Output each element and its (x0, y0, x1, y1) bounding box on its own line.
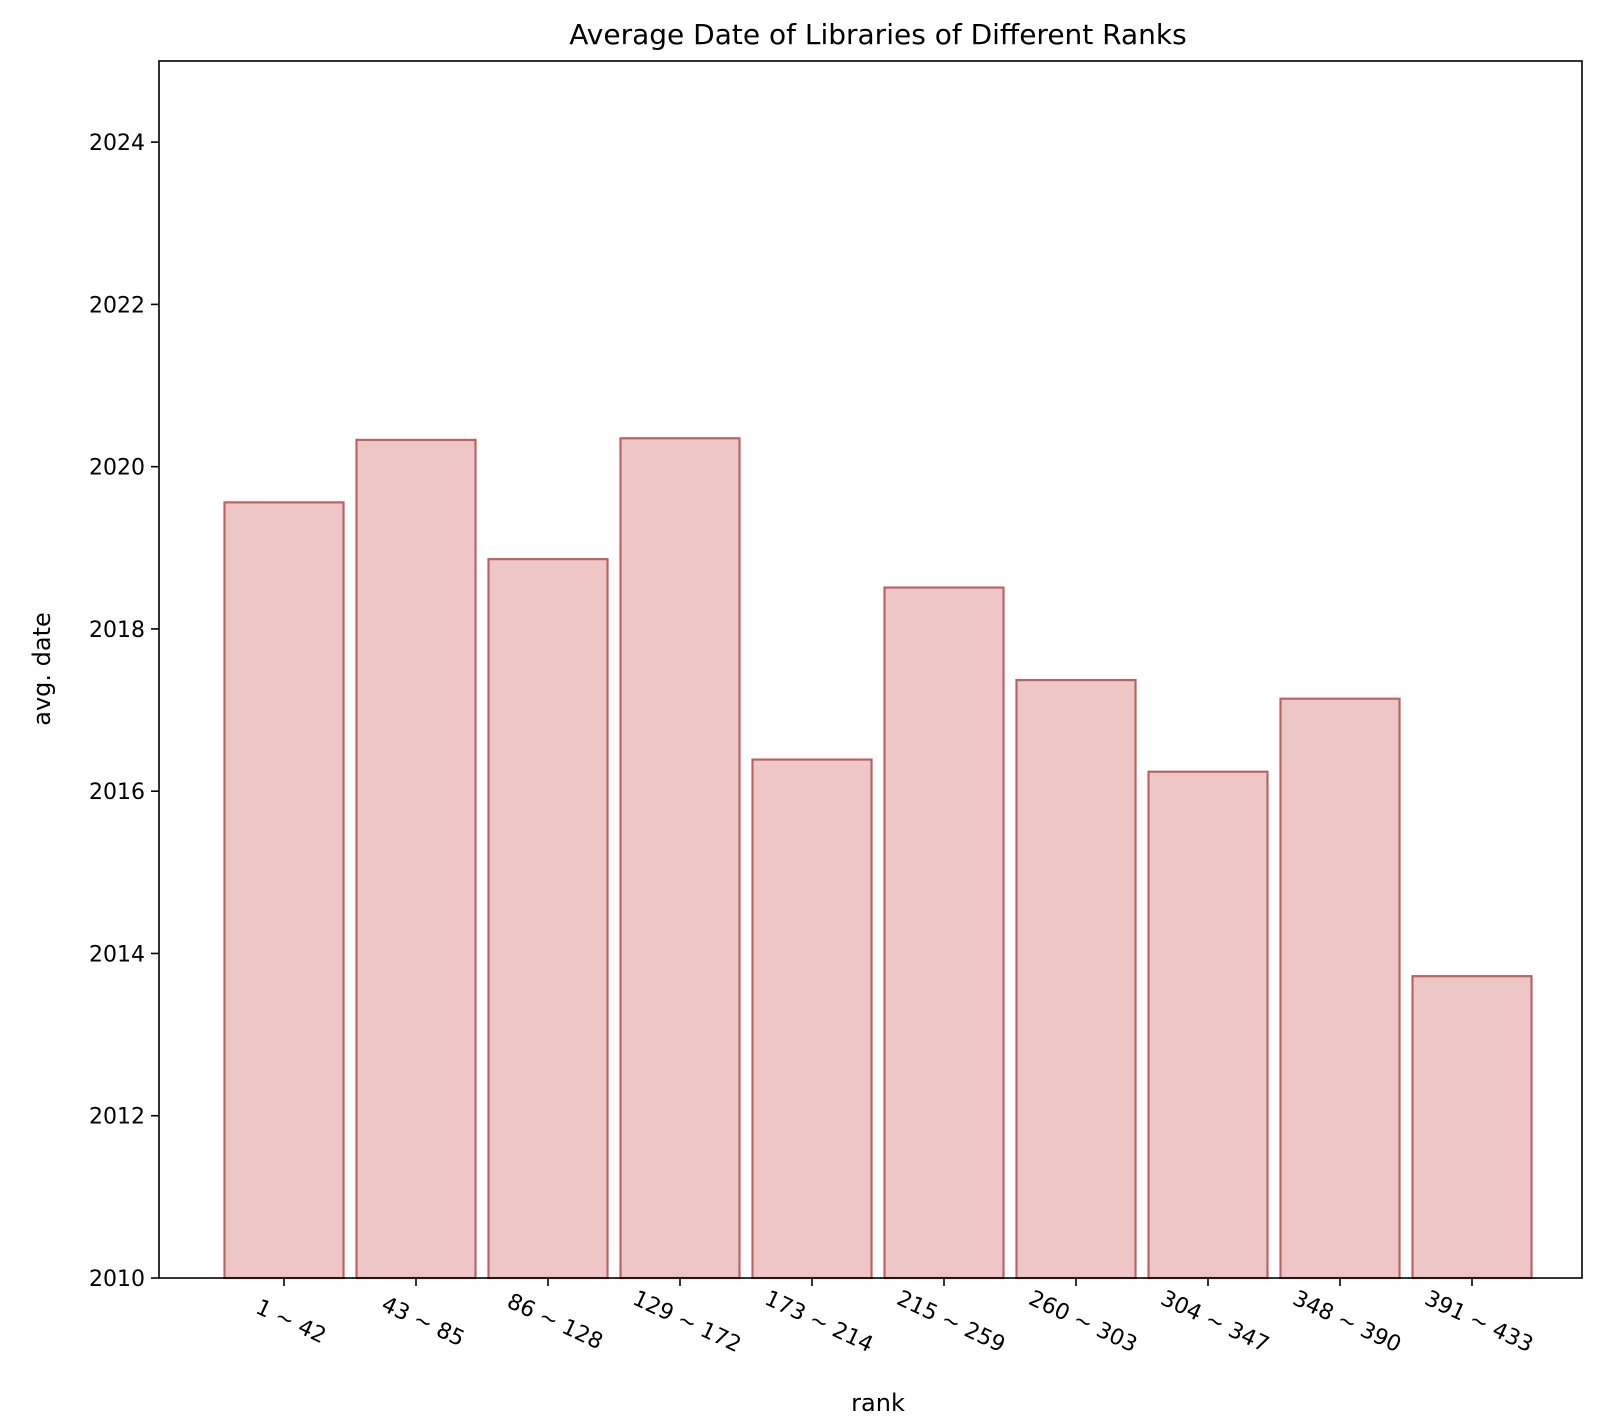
bar (355, 438, 477, 1280)
x-axis: 1 ~ 42 43 ~ 85 86 ~ 128 129 ~ 172 173 ~ 214 2… (252, 1278, 1537, 1358)
x-tick-label: 173 ~ 214 (761, 1286, 877, 1358)
x-axis-label: rank (851, 1389, 905, 1417)
bars-group (223, 437, 1533, 1280)
chart-title: Average Date of Libraries of Different R… (569, 18, 1186, 51)
x-tick-label: 391 ~ 433 (1421, 1286, 1537, 1358)
bar (883, 586, 1005, 1280)
y-tick-label: 2024 (89, 131, 145, 156)
x-tick-label: 43 ~ 85 (377, 1292, 468, 1352)
bar (751, 758, 873, 1280)
y-tick-label: 2022 (89, 293, 145, 318)
x-tick-label: 260 ~ 303 (1025, 1286, 1141, 1358)
x-tick-label: 304 ~ 347 (1157, 1286, 1273, 1358)
x-tick-label: 348 ~ 390 (1289, 1286, 1405, 1358)
bar (1279, 697, 1401, 1280)
bar (619, 437, 741, 1280)
y-tick-label: 2020 (89, 456, 145, 481)
y-axis-label: avg. date (28, 612, 56, 726)
y-tick-label: 2018 (89, 618, 145, 643)
y-tick-label: 2012 (89, 1105, 145, 1130)
y-tick-label: 2014 (89, 942, 145, 967)
bar (223, 501, 345, 1280)
bar (1147, 770, 1269, 1280)
bar (1015, 678, 1137, 1280)
x-tick-label: 1 ~ 42 (252, 1295, 330, 1349)
x-tick-label: 215 ~ 259 (893, 1286, 1009, 1358)
x-tick-label: 86 ~ 128 (503, 1289, 606, 1355)
plot-frame (158, 60, 1583, 1279)
bar (1411, 975, 1533, 1280)
x-tick-label: 129 ~ 172 (629, 1286, 745, 1358)
y-tick-label: 2010 (89, 1267, 145, 1292)
y-axis: 2010 2012 2014 2016 2018 2020 2022 2024 (89, 131, 159, 1292)
bar (487, 558, 609, 1280)
y-tick-label: 2016 (89, 780, 145, 805)
